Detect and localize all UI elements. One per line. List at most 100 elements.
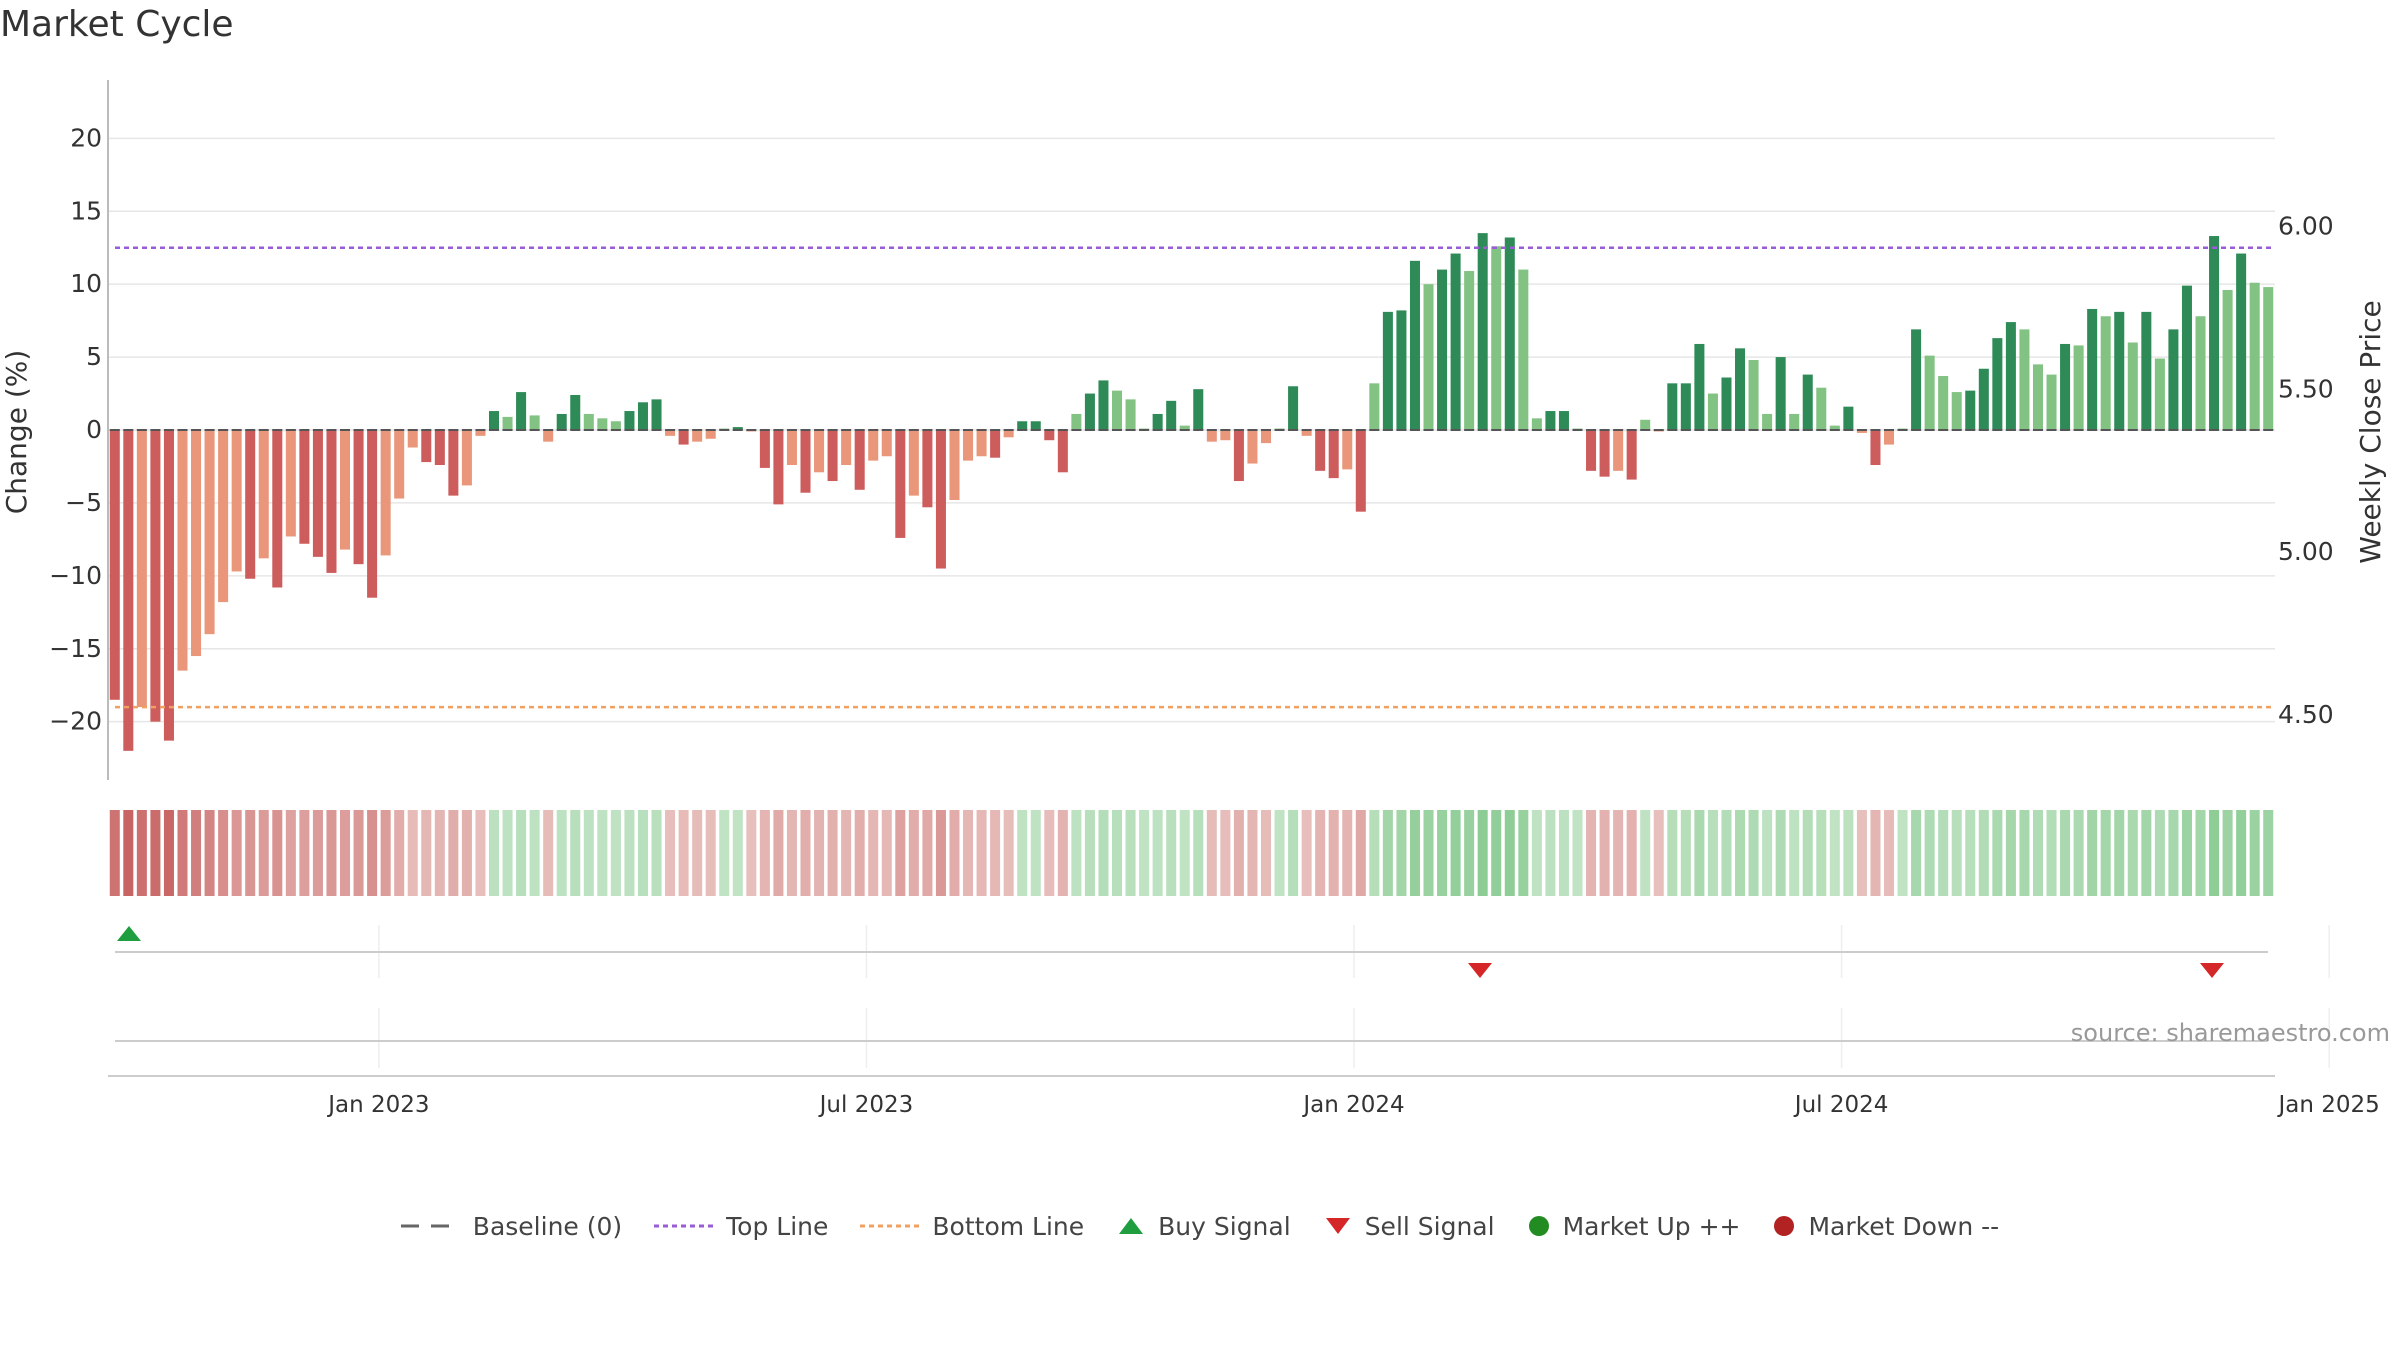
weekly-change-bar xyxy=(1206,430,1217,442)
heat-strip-cell xyxy=(340,810,351,896)
heat-strip-cell xyxy=(1260,810,1272,896)
weekly-change-bar xyxy=(1667,383,1678,430)
weekly-change-bar xyxy=(421,430,432,463)
weekly-change-bar xyxy=(1111,390,1123,430)
baseline-swatch-icon xyxy=(400,1224,461,1228)
weekly-change-bar xyxy=(1464,271,1475,430)
y-tick-label-left: −20 xyxy=(49,707,102,736)
weekly-change-bar xyxy=(1545,411,1556,430)
heat-strip-cell xyxy=(719,810,730,896)
heat-strip-cell xyxy=(163,810,174,896)
weekly-change-bar xyxy=(1057,430,1068,473)
heat-strip-cell xyxy=(1653,810,1664,896)
weekly-change-bar xyxy=(949,430,960,500)
weekly-change-bar xyxy=(2114,311,2125,430)
heat-strip-cell xyxy=(2263,810,2274,896)
heat-strip-cell xyxy=(1437,810,1448,896)
weekly-change-bar xyxy=(1166,400,1177,430)
weekly-change-bar xyxy=(583,413,594,430)
y-tick-label-right: 4.50 xyxy=(2278,700,2334,729)
legend: Baseline (0) Top Line Bottom Line Buy Si… xyxy=(0,1208,2400,1244)
weekly-change-bar xyxy=(759,430,770,468)
top-line-swatch-icon xyxy=(654,1224,715,1228)
heat-strip-cell xyxy=(1586,810,1597,896)
heat-strip-cell xyxy=(2141,810,2152,896)
x-axis-ticks: Jan 2023 Jul 2023 Jan 2024 Jul 2024 Jan 2025… xyxy=(108,1075,2380,1118)
heat-strip-cell xyxy=(2114,810,2125,896)
weekly-change-bars xyxy=(109,233,2274,751)
heat-strip-cell xyxy=(1762,810,1773,896)
heat-strip-cell xyxy=(2236,810,2247,896)
heat-strip-cell xyxy=(543,810,554,896)
weekly-change-bar xyxy=(1735,348,1746,430)
weekly-change-bar xyxy=(191,430,202,657)
heat-strip-cell xyxy=(1924,810,1935,896)
weekly-change-bar xyxy=(543,430,554,442)
heat-strip-cell xyxy=(1477,810,1488,896)
weekly-change-bar xyxy=(1247,430,1258,464)
legend-item-buy-signal: Buy Signal xyxy=(1116,1212,1291,1241)
heat-strip-cell xyxy=(570,810,581,896)
signal-panel xyxy=(115,925,2330,978)
heat-strip-cell xyxy=(854,810,865,896)
heat-strip-cell xyxy=(1396,810,1407,896)
weekly-change-bar xyxy=(895,430,906,538)
weekly-change-bar xyxy=(1220,430,1231,441)
y-axis-label-right: Weekly Close Price xyxy=(2354,300,2387,563)
heat-strip-cell xyxy=(2073,810,2084,896)
heat-strip-cell xyxy=(1382,810,1393,896)
heat-strip-cell xyxy=(1369,810,1380,896)
weekly-change-bar xyxy=(665,430,676,436)
weekly-change-bar xyxy=(1938,376,1949,430)
weekly-change-bar xyxy=(2141,311,2152,430)
weekly-change-bar xyxy=(109,430,120,700)
right-y-axis-ticks: 6.00 5.50 5.00 4.50 xyxy=(2278,212,2334,729)
legend-item-market-down: Market Down -- xyxy=(1772,1212,1999,1241)
heat-strip-cell xyxy=(2222,810,2233,896)
weekly-change-bar xyxy=(1978,368,1989,430)
left-y-axis-ticks: 20 15 10 5 0 −5 −10 −15 −20 xyxy=(49,123,102,735)
weekly-change-bar xyxy=(2181,285,2192,430)
legend-label-market-down: Market Down -- xyxy=(1808,1211,2000,1241)
heat-strip-cell xyxy=(1531,810,1542,896)
heat-strip-cell xyxy=(1464,810,1475,896)
weekly-change-bar xyxy=(529,415,540,430)
heat-strip-cell xyxy=(1003,810,1014,896)
weekly-change-bar xyxy=(231,430,242,572)
heat-strip-cell xyxy=(705,810,716,896)
heat-strip-cell xyxy=(2168,810,2179,896)
y-tick-label-left: 10 xyxy=(70,269,102,298)
legend-label-baseline: Baseline (0) xyxy=(472,1211,623,1241)
weekly-change-bar xyxy=(1098,380,1109,430)
weekly-change-bar xyxy=(2209,236,2220,430)
weekly-change-bar xyxy=(2168,329,2179,430)
heat-strip-cell xyxy=(367,810,378,896)
heat-strip-cell xyxy=(1098,810,1109,896)
weekly-change-bar xyxy=(312,430,323,557)
heat-strip-cell xyxy=(2127,810,2138,896)
heat-strip-cell xyxy=(1545,810,1556,896)
heat-strip-cell xyxy=(827,810,838,896)
heat-strip-cell xyxy=(1342,810,1353,896)
legend-label-buy-signal: Buy Signal xyxy=(1158,1211,1291,1241)
weekly-change-bar xyxy=(1504,237,1515,430)
weekly-change-bar xyxy=(678,430,689,445)
weekly-change-bar xyxy=(1193,389,1204,430)
weekly-change-bar xyxy=(1843,406,1854,430)
heat-strip-cell xyxy=(963,810,974,896)
heat-strip-cell xyxy=(1491,810,1502,896)
weekly-change-bar xyxy=(1518,269,1529,430)
weekly-change-bar xyxy=(2249,282,2260,430)
heat-strip-cell xyxy=(475,810,486,896)
weekly-change-bar xyxy=(1586,430,1597,471)
weekly-change-bar xyxy=(1125,399,1136,430)
heat-strip-cell xyxy=(1599,810,1610,896)
weekly-change-bar xyxy=(367,430,378,598)
heat-strip-cell xyxy=(191,810,202,896)
weekly-change-bar xyxy=(285,430,296,537)
heat-strip-cell xyxy=(407,810,418,896)
heat-strip-cell xyxy=(1626,810,1637,896)
heat-strip-cell xyxy=(908,810,919,896)
weekly-change-bar xyxy=(394,430,405,499)
